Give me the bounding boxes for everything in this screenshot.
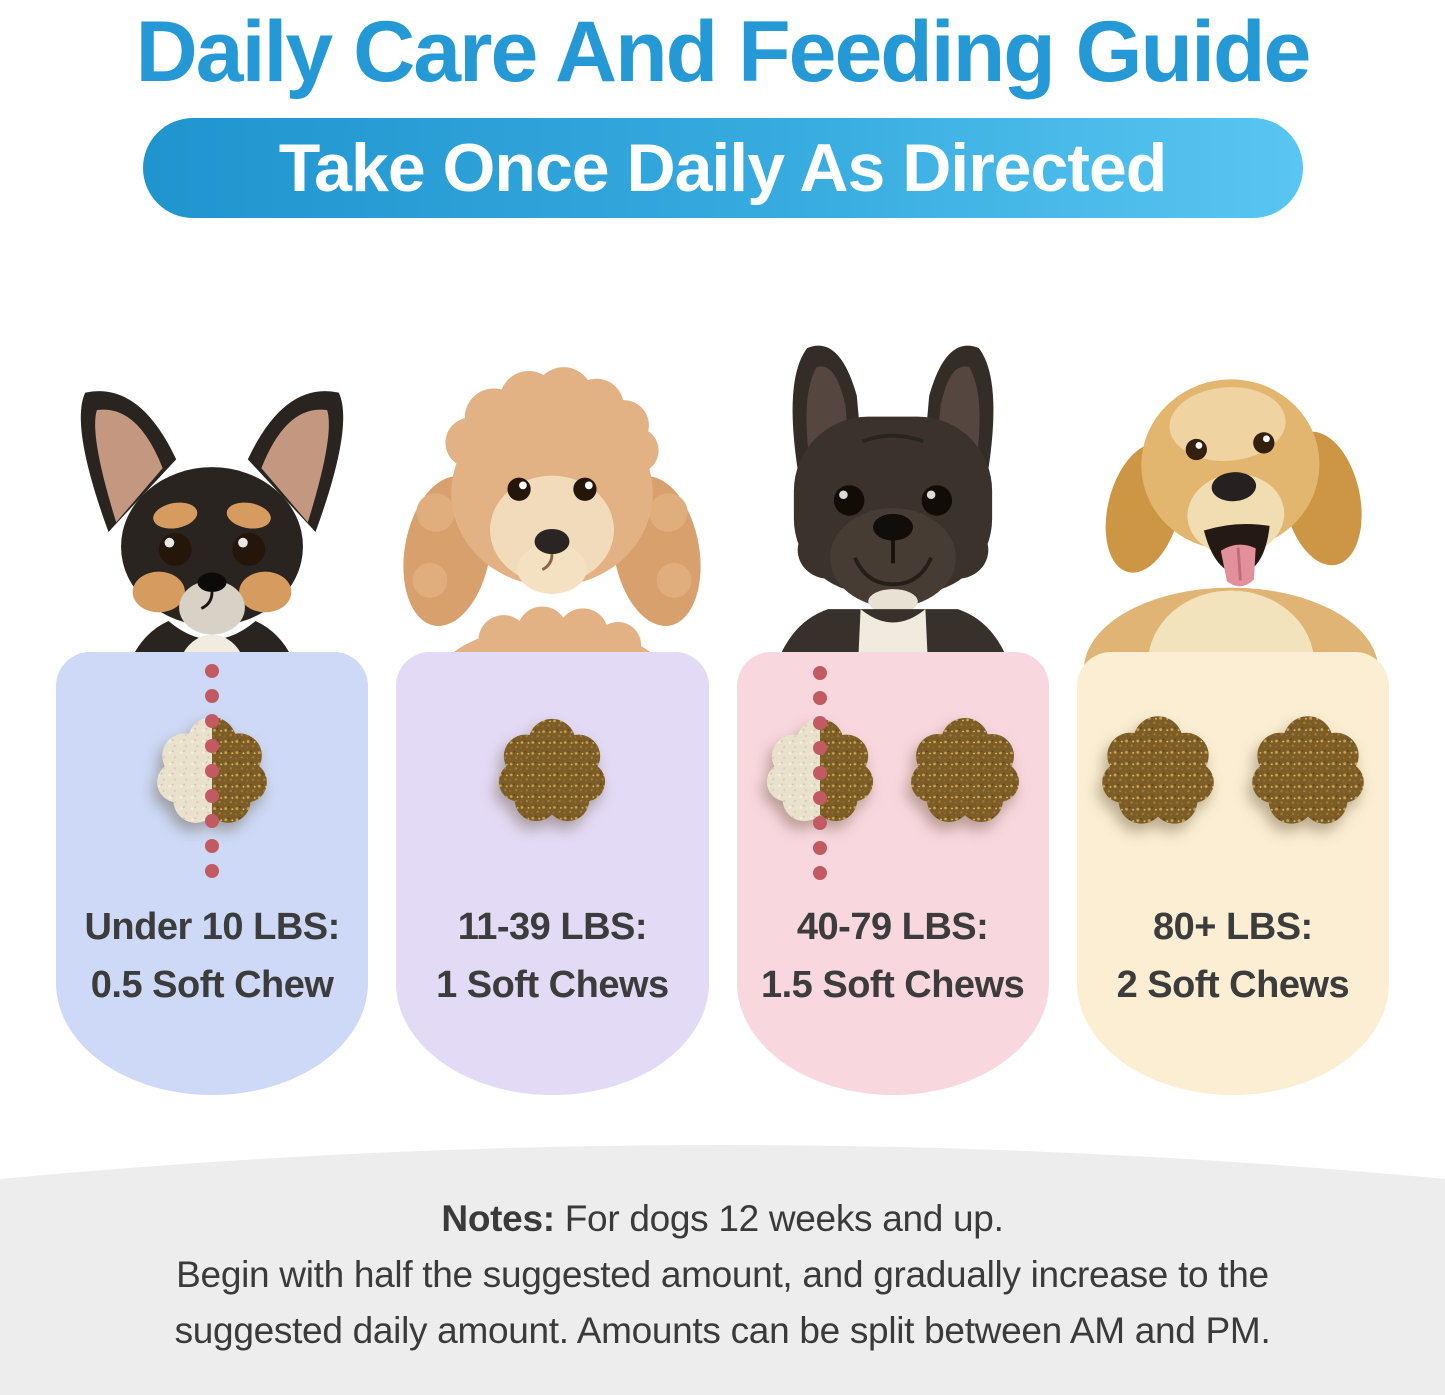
half-divider-dotted-line: [812, 666, 827, 880]
card-column-under-10: Under 10 LBS: 0.5 Soft Chew: [56, 320, 369, 1095]
notes-label: Notes:: [441, 1198, 555, 1239]
notes-section: Notes: For dogs 12 weeks and up. Begin w…: [0, 1145, 1445, 1395]
weight-label: 11-39 LBS:: [457, 906, 648, 948]
dose-card-40-79: 40-79 LBS: 1.5 Soft Chews: [736, 652, 1049, 1095]
poodle-photo: [403, 367, 701, 697]
card-column-40-79: 40-79 LBS: 1.5 Soft Chews: [736, 320, 1049, 1095]
dose-label: 0.5 Soft Chew: [90, 964, 334, 1006]
weight-label: 80+ LBS:: [1153, 906, 1313, 948]
dose-card-80-plus: 80+ LBS: 2 Soft Chews: [1076, 652, 1389, 1095]
soft-chew-icon: [499, 718, 606, 822]
chew-graphic-zone: [1077, 652, 1389, 892]
card-column-11-39: 11-39 LBS: 1 Soft Chews: [396, 320, 709, 1095]
dose-label: 1 Soft Chews: [436, 964, 669, 1006]
weight-label: 40-79 LBS:: [796, 906, 989, 948]
notes-line-3: suggested daily amount. Amounts can be s…: [174, 1310, 1271, 1351]
dose-label: 1.5 Soft Chews: [760, 964, 1025, 1006]
chew-graphic-zone: [396, 652, 708, 892]
weight-cards-section: Under 10 LBS: 0.5 Soft Chew: [0, 320, 1445, 1095]
card-column-80-plus: 80+ LBS: 2 Soft Chews: [1076, 320, 1389, 1095]
dose-card-under-10: Under 10 LBS: 0.5 Soft Chew: [56, 652, 369, 1095]
french-bulldog-photo: [768, 345, 1017, 692]
chihuahua-photo: [80, 391, 344, 697]
notes-line-2: Begin with half the suggested amount, an…: [176, 1254, 1269, 1295]
dose-card-11-39: 11-39 LBS: 1 Soft Chews: [396, 652, 709, 1095]
chew-graphic-zone: [56, 652, 368, 892]
half-divider-dotted-line: [205, 664, 220, 878]
notes-line-1: Notes: For dogs 12 weeks and up.: [441, 1198, 1004, 1239]
dose-label: 2 Soft Chews: [1116, 964, 1350, 1006]
page-title: Daily Care And Feeding Guide: [135, 4, 1312, 100]
golden-retriever-photo: [1083, 379, 1379, 697]
soft-chew-icon: [1252, 716, 1364, 824]
weight-label: Under 10 LBS:: [84, 906, 340, 948]
curved-gray-background: [0, 1145, 1445, 1395]
soft-chew-icon: [910, 718, 1019, 822]
dosage-banner: Take Once Daily As Directed: [142, 118, 1303, 218]
dosage-banner-label: Take Once Daily As Directed: [278, 130, 1168, 206]
chew-graphic-zone: [737, 652, 1049, 892]
soft-chew-icon: [1102, 716, 1214, 824]
